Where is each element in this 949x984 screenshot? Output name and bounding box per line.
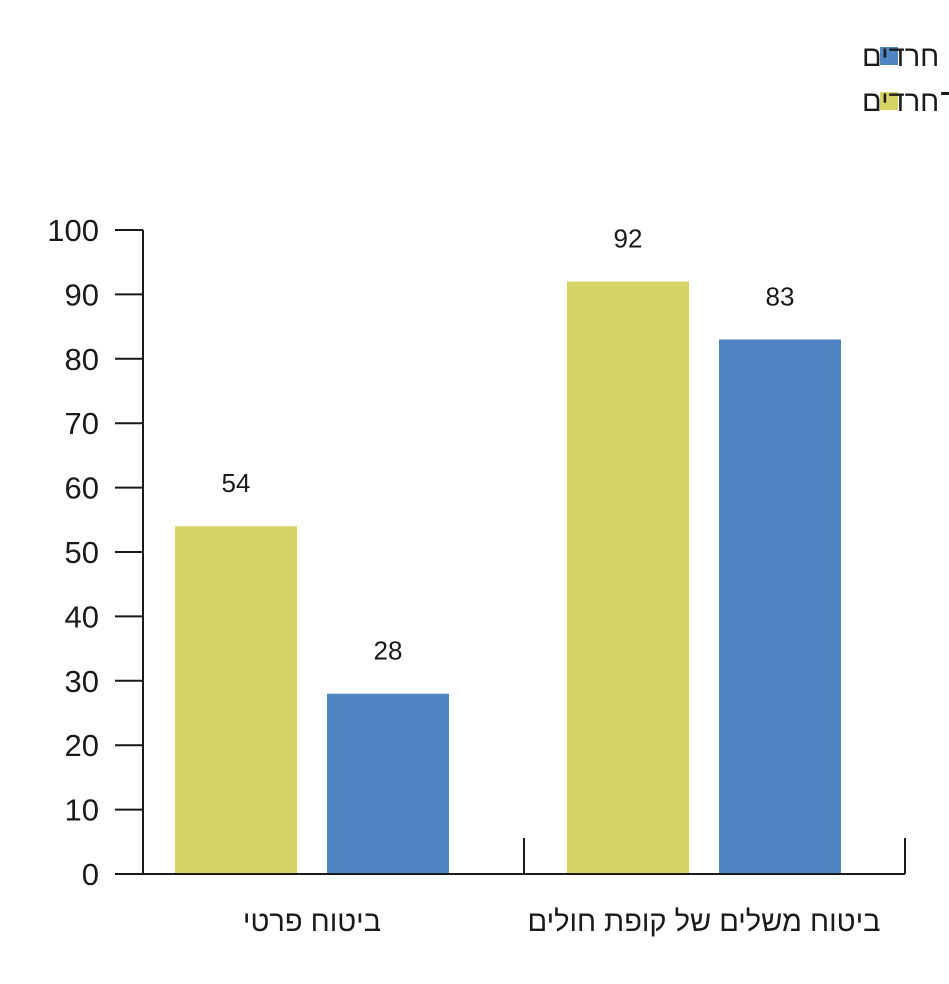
- bar-non-haredi-0: [567, 281, 689, 874]
- x-axis: [143, 838, 906, 875]
- y-tick-label: 70: [65, 406, 99, 441]
- bar-haredim-0: [719, 339, 841, 875]
- y-tick-label: 90: [65, 277, 99, 312]
- legend: חרדים יהודים לא־חרדים: [862, 41, 949, 118]
- y-tick-label: 10: [65, 793, 99, 828]
- y-axis: 0 10 20 30 40 50 60 70 80 90 100: [47, 213, 144, 892]
- y-tick-label: 80: [65, 342, 99, 377]
- y-tick-label: 60: [65, 471, 99, 506]
- y-tick-label: 30: [65, 664, 99, 699]
- legend-item-non-haredi-jews: יהודים לא־חרדים: [862, 86, 949, 118]
- data-label: 54: [222, 468, 251, 498]
- data-label: 83: [766, 281, 795, 311]
- y-tick-label: 20: [65, 728, 99, 763]
- category-labels: ביטוח משלים של קופת חולים ביטוח פרטי: [243, 906, 881, 938]
- bars: [175, 281, 841, 875]
- legend-label-non-haredi-jews: יהודים לא־חרדים: [862, 86, 949, 118]
- data-labels: 92 83 54 28: [222, 224, 795, 666]
- y-tick-label: 40: [65, 599, 99, 634]
- y-tick-label: 100: [47, 213, 99, 248]
- bar-non-haredi-1: [175, 526, 297, 874]
- data-label: 28: [374, 636, 403, 666]
- category-label: ביטוח משלים של קופת חולים: [528, 906, 881, 938]
- y-tick-label: 50: [65, 535, 99, 570]
- bar-haredim-1: [327, 693, 449, 874]
- legend-label-haredim: חרדים: [862, 41, 939, 73]
- legend-item-haredim: חרדים: [862, 41, 939, 73]
- data-label: 92: [614, 224, 643, 254]
- category-label: ביטוח פרטי: [243, 906, 381, 938]
- legend-swatch-non-haredi-jews: [880, 92, 898, 110]
- legend-swatch-haredim: [880, 47, 898, 65]
- y-tick-label: 0: [82, 857, 99, 892]
